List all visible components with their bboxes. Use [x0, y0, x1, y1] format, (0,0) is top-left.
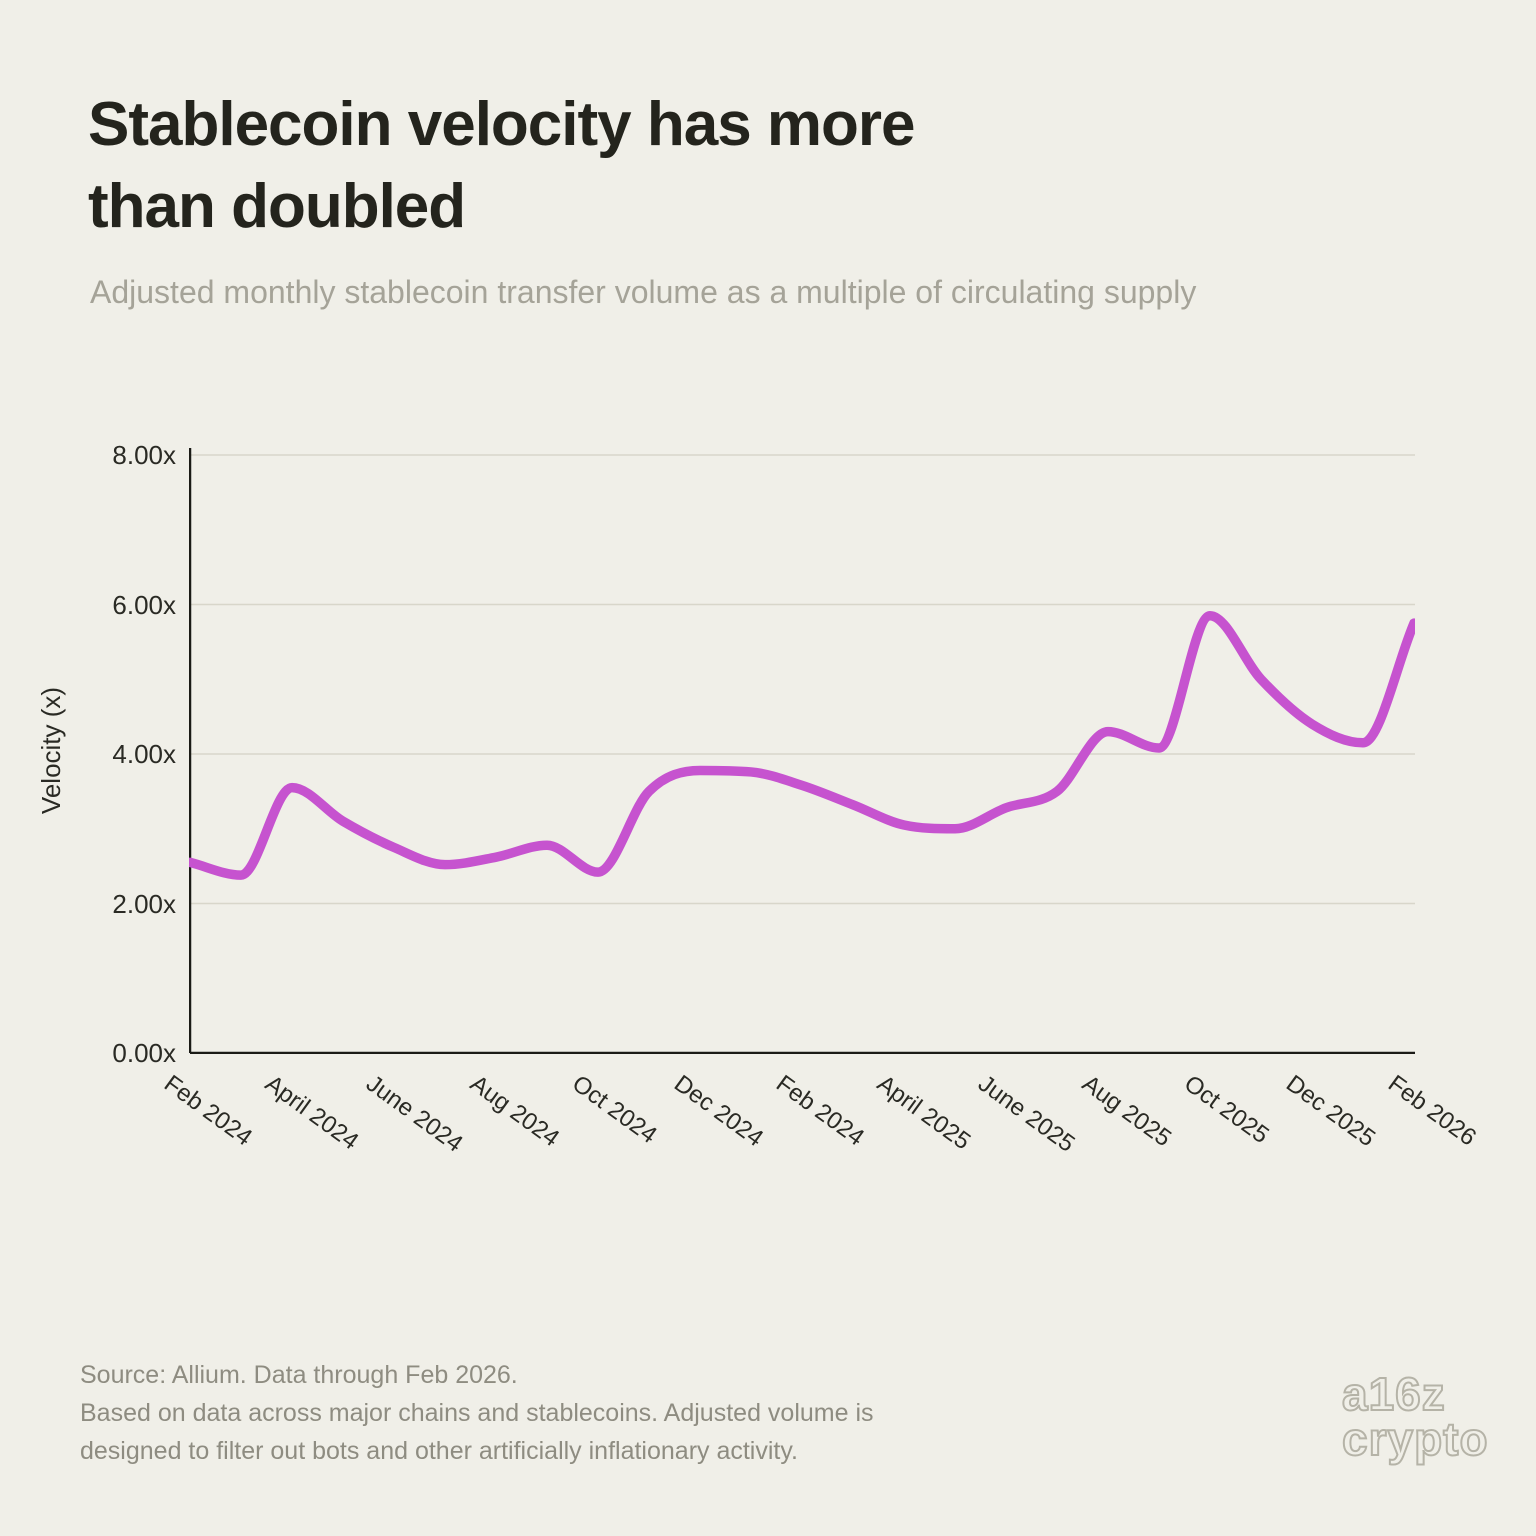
- logo-line-crypto: crypto: [1341, 1413, 1489, 1466]
- page-title: Stablecoin velocity has more than double…: [88, 84, 916, 248]
- y-tick-label: 0.00x: [112, 1038, 176, 1068]
- y-tick-label: 6.00x: [112, 589, 176, 620]
- x-tick-label: June 2024: [361, 1070, 468, 1158]
- source-line: Based on data across major chains and st…: [80, 1399, 874, 1427]
- title-line-1: Stablecoin velocity has more: [88, 90, 916, 159]
- y-axis-title-text: Velocity (x): [36, 686, 67, 815]
- y-tick-label: 8.00x: [112, 440, 176, 470]
- source-line: Source: Allium. Data through Feb 2026.: [80, 1361, 518, 1389]
- x-tick-label: Dec 2025: [1280, 1070, 1380, 1153]
- x-tick-label: Feb 2024: [158, 1070, 257, 1152]
- source-note: Source: Allium. Data through Feb 2026. B…: [80, 1356, 874, 1470]
- x-tick-label: Dec 2024: [668, 1070, 768, 1153]
- x-tick-label: April 2024: [259, 1070, 364, 1156]
- x-tick-label: April 2025: [871, 1070, 976, 1156]
- x-tick-label: June 2025: [973, 1070, 1080, 1158]
- y-tick-label: 2.00x: [112, 888, 176, 919]
- logo-line-a16z: a16z: [1341, 1368, 1446, 1420]
- x-tick-label: Oct 2025: [1179, 1070, 1275, 1150]
- x-tick-label: Aug 2024: [464, 1070, 564, 1153]
- title-line-2: than doubled: [88, 171, 466, 241]
- a16z-crypto-logo: a16z crypto: [1341, 1368, 1489, 1466]
- velocity-line: [189, 610, 1415, 880]
- x-tick-label: Feb 2024: [770, 1070, 869, 1152]
- chart-subtitle: Adjusted monthly stablecoin transfer vol…: [90, 274, 1197, 310]
- x-tick-label: Feb 2026: [1382, 1070, 1481, 1152]
- chart-plot-svg: [189, 448, 1415, 1054]
- x-tick-label: Aug 2025: [1076, 1070, 1176, 1153]
- y-axis-title: Velocity (x): [16, 448, 88, 1053]
- y-tick-label: 4.00x: [112, 739, 176, 769]
- x-tick-label: Oct 2024: [567, 1070, 663, 1150]
- source-line: designed to filter out bots and other ar…: [80, 1437, 798, 1465]
